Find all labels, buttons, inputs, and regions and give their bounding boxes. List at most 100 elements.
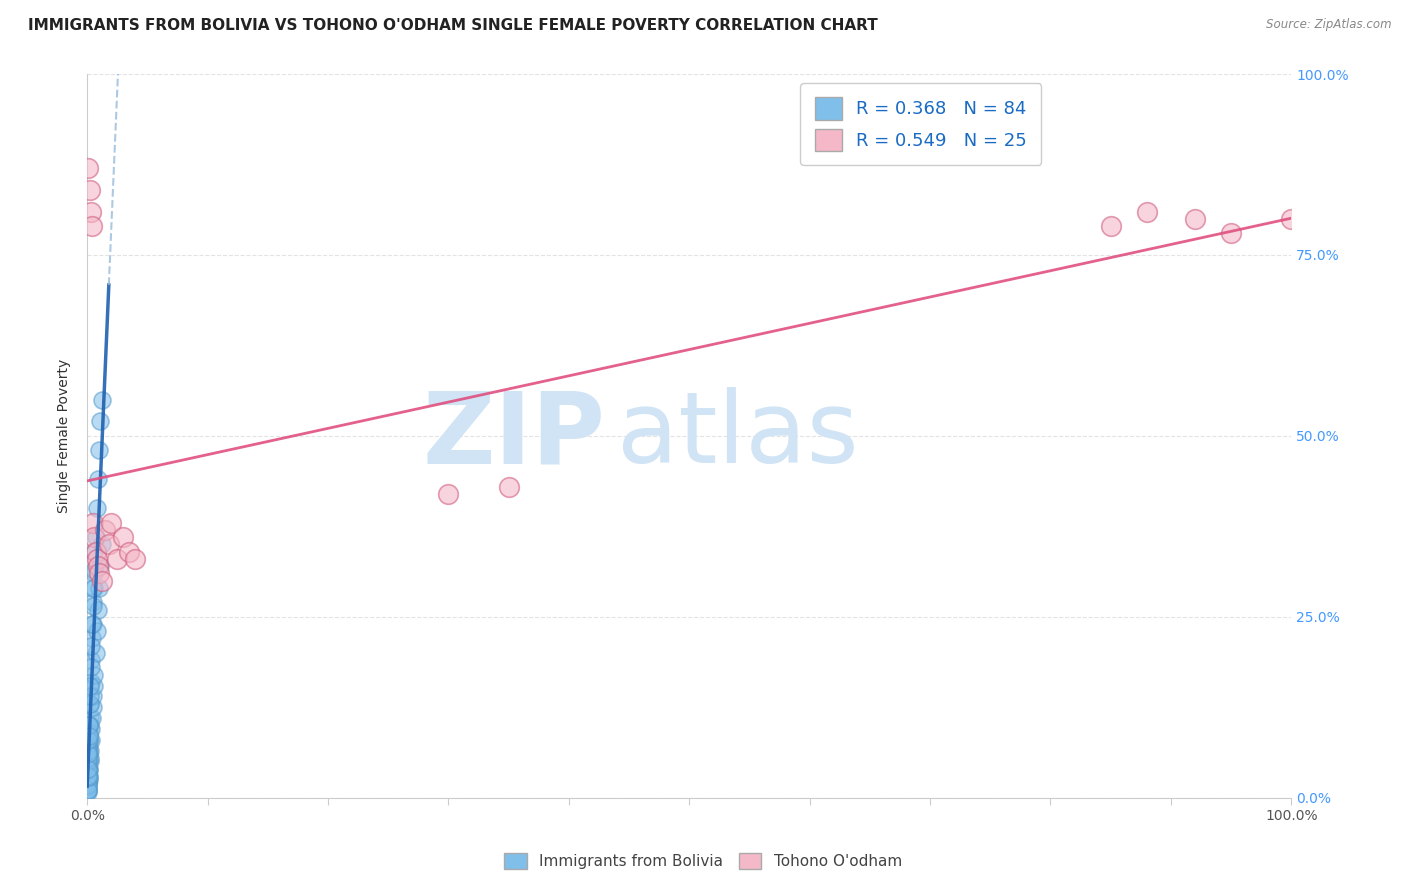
Point bbox=[79, 732, 101, 747]
Point bbox=[1136, 204, 1159, 219]
Point bbox=[77, 161, 100, 175]
Point bbox=[83, 566, 105, 581]
Point bbox=[77, 725, 100, 739]
Point bbox=[76, 762, 98, 776]
Point bbox=[80, 653, 103, 667]
Point bbox=[80, 204, 103, 219]
Point bbox=[77, 747, 100, 762]
Point bbox=[76, 783, 98, 797]
Point bbox=[90, 392, 112, 407]
Point bbox=[76, 783, 98, 797]
Point bbox=[79, 697, 101, 711]
Point bbox=[79, 762, 101, 776]
Point bbox=[80, 617, 103, 632]
Point bbox=[77, 747, 100, 762]
Point bbox=[86, 501, 108, 516]
Point bbox=[498, 479, 520, 493]
Text: IMMIGRANTS FROM BOLIVIA VS TOHONO O'ODHAM SINGLE FEMALE POVERTY CORRELATION CHAR: IMMIGRANTS FROM BOLIVIA VS TOHONO O'ODHA… bbox=[28, 18, 877, 33]
Point bbox=[77, 729, 100, 743]
Point bbox=[89, 581, 111, 595]
Point bbox=[77, 758, 100, 772]
Text: ZIP: ZIP bbox=[422, 387, 605, 484]
Point bbox=[80, 711, 103, 725]
Point bbox=[76, 755, 98, 769]
Point bbox=[83, 581, 105, 595]
Point bbox=[79, 183, 101, 197]
Point bbox=[94, 523, 117, 537]
Point bbox=[79, 751, 101, 765]
Point bbox=[80, 639, 103, 653]
Point bbox=[77, 732, 100, 747]
Point bbox=[118, 544, 141, 558]
Point bbox=[89, 566, 111, 581]
Point bbox=[83, 679, 105, 693]
Point bbox=[77, 732, 100, 747]
Point bbox=[82, 581, 104, 595]
Point bbox=[89, 443, 111, 458]
Point bbox=[77, 747, 100, 762]
Legend: Immigrants from Bolivia, Tohono O'odham: Immigrants from Bolivia, Tohono O'odham bbox=[498, 847, 908, 875]
Point bbox=[124, 552, 146, 566]
Point bbox=[97, 537, 120, 551]
Point bbox=[77, 778, 100, 792]
Point bbox=[79, 718, 101, 732]
Point bbox=[80, 660, 103, 674]
Point bbox=[84, 646, 107, 660]
Point bbox=[77, 739, 100, 754]
Point bbox=[79, 718, 101, 732]
Point bbox=[100, 516, 122, 530]
Point bbox=[86, 624, 108, 639]
Point bbox=[87, 559, 110, 574]
Point bbox=[82, 599, 104, 613]
Point bbox=[83, 563, 105, 577]
Point bbox=[77, 747, 100, 762]
Point bbox=[89, 414, 111, 428]
Point bbox=[77, 744, 100, 758]
Point bbox=[76, 772, 98, 787]
Point bbox=[90, 537, 112, 551]
Point bbox=[82, 595, 104, 609]
Point bbox=[86, 552, 108, 566]
Point bbox=[77, 762, 100, 776]
Point bbox=[76, 769, 98, 783]
Point bbox=[80, 722, 103, 736]
Point bbox=[77, 763, 100, 777]
Point bbox=[77, 776, 100, 790]
Point bbox=[77, 755, 100, 769]
Point bbox=[77, 732, 100, 747]
Point bbox=[76, 751, 98, 765]
Point bbox=[79, 744, 101, 758]
Point bbox=[77, 718, 100, 732]
Point bbox=[79, 755, 101, 769]
Point bbox=[77, 762, 100, 776]
Point bbox=[1099, 219, 1122, 233]
Legend: R = 0.368   N = 84, R = 0.549   N = 25: R = 0.368 N = 84, R = 0.549 N = 25 bbox=[800, 83, 1042, 165]
Text: Source: ZipAtlas.com: Source: ZipAtlas.com bbox=[1267, 18, 1392, 31]
Point bbox=[1220, 226, 1243, 240]
Point bbox=[90, 574, 112, 588]
Point bbox=[79, 690, 101, 704]
Point bbox=[82, 516, 104, 530]
Point bbox=[77, 776, 100, 790]
Y-axis label: Single Female Poverty: Single Female Poverty bbox=[58, 359, 72, 513]
Point bbox=[87, 472, 110, 486]
Point bbox=[87, 602, 110, 616]
Point bbox=[77, 744, 100, 758]
Point bbox=[76, 769, 98, 783]
Point bbox=[77, 771, 100, 785]
Point bbox=[76, 765, 98, 780]
Point bbox=[84, 544, 107, 558]
Point bbox=[82, 700, 104, 714]
Point bbox=[82, 617, 104, 632]
Point bbox=[77, 771, 100, 785]
Point bbox=[77, 769, 100, 783]
Point bbox=[1184, 211, 1206, 226]
Point bbox=[79, 679, 101, 693]
Point bbox=[112, 530, 135, 544]
Point bbox=[76, 783, 98, 797]
Point bbox=[437, 487, 460, 501]
Point bbox=[89, 559, 111, 574]
Point bbox=[76, 776, 98, 790]
Point bbox=[82, 690, 104, 704]
Point bbox=[80, 732, 103, 747]
